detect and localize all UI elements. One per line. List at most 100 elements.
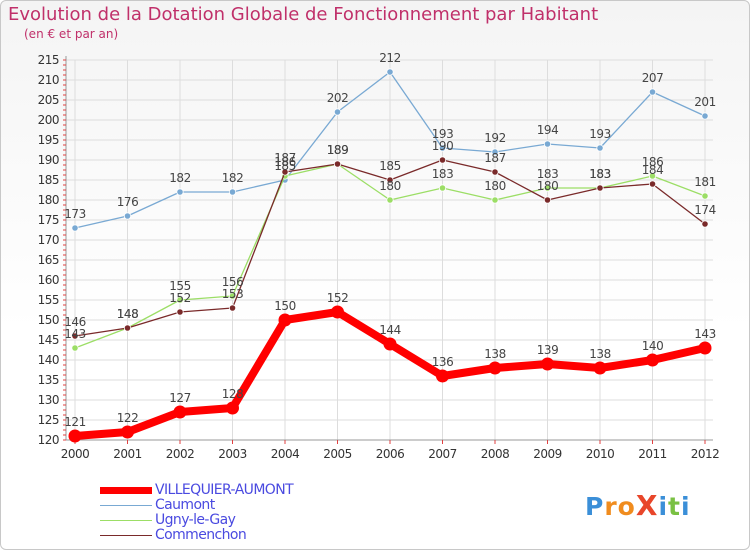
- x-tick-label: 2011: [638, 447, 667, 461]
- logo-letter: i: [680, 492, 691, 521]
- data-point-commenchon: [543, 196, 552, 204]
- data-label-commenchon: 187: [484, 151, 505, 165]
- x-tick-label: 2004: [271, 447, 300, 461]
- x-tick-label: 2005: [323, 447, 352, 461]
- legend-swatch-caumont: [100, 505, 152, 506]
- legend-swatch-commenchon: [100, 535, 152, 536]
- chart-subtitle: (en € et par an): [24, 27, 119, 41]
- data-label-caumont: 182: [169, 171, 190, 185]
- data-point-ugny: [701, 192, 709, 200]
- data-point-villequier: [646, 353, 659, 367]
- data-point-villequier: [436, 369, 449, 383]
- legend-item-ugny: Ugny-le-Gay: [100, 513, 340, 528]
- y-tick-label: 160: [38, 273, 59, 287]
- data-point-villequier: [173, 405, 187, 419]
- data-point-villequier: [331, 305, 344, 319]
- data-label-commenchon: 190: [432, 139, 453, 153]
- data-label-ugny: 180: [484, 179, 505, 193]
- data-label-caumont: 176: [117, 195, 138, 209]
- data-point-commenchon: [491, 168, 499, 176]
- y-tick-label: 165: [38, 253, 59, 267]
- data-label-commenchon: 152: [169, 291, 190, 305]
- y-tick-label: 135: [38, 373, 59, 387]
- x-tick-label: 2000: [61, 447, 90, 461]
- data-label-villequier: 139: [537, 343, 558, 357]
- data-label-caumont: 207: [642, 71, 663, 85]
- y-tick-label: 190: [38, 153, 59, 167]
- y-tick-label: 205: [38, 93, 59, 107]
- y-tick-label: 210: [38, 73, 59, 87]
- data-point-caumont: [543, 140, 552, 148]
- data-point-villequier: [593, 361, 607, 375]
- data-label-ugny: 186: [642, 155, 663, 169]
- data-point-caumont: [228, 188, 237, 196]
- y-tick-label: 125: [38, 413, 59, 427]
- data-label-caumont: 193: [589, 127, 610, 141]
- data-point-commenchon: [386, 176, 394, 184]
- data-point-villequier: [121, 425, 134, 439]
- data-point-caumont: [386, 68, 394, 76]
- data-point-caumont: [176, 188, 184, 196]
- data-label-villequier: 136: [432, 355, 453, 369]
- data-label-caumont: 185: [274, 159, 295, 173]
- x-tick-label: 2010: [586, 447, 615, 461]
- logo-letter: o: [617, 492, 636, 521]
- legend-swatch-ugny: [100, 520, 152, 521]
- data-label-caumont: 193: [432, 127, 453, 141]
- y-tick-label: 130: [38, 393, 59, 407]
- data-label-commenchon: 180: [537, 179, 558, 193]
- y-tick-label: 180: [38, 193, 59, 207]
- data-point-ugny: [176, 296, 184, 304]
- data-label-commenchon: 185: [379, 159, 400, 173]
- legend: VILLEQUIER-AUMONT Caumont Ugny-le-Gay Co…: [100, 483, 340, 543]
- y-tick-label: 200: [38, 113, 59, 127]
- y-tick-label: 120: [38, 433, 59, 447]
- data-label-caumont: 212: [379, 51, 400, 65]
- x-tick-label: 2012: [691, 447, 720, 461]
- data-label-caumont: 194: [537, 123, 558, 137]
- data-label-ugny: 148: [117, 307, 138, 321]
- data-point-commenchon: [281, 168, 289, 176]
- y-tick-label: 150: [38, 313, 59, 327]
- data-point-caumont: [71, 224, 79, 232]
- data-point-caumont: [701, 112, 709, 120]
- data-label-villequier: 143: [694, 327, 715, 341]
- legend-label-commenchon: Commenchon: [155, 527, 247, 543]
- data-label-caumont: 202: [327, 91, 348, 105]
- data-label-villequier: 150: [274, 299, 295, 313]
- data-label-villequier: 121: [64, 415, 85, 429]
- data-point-ugny: [648, 172, 657, 180]
- data-label-caumont: 192: [484, 131, 505, 145]
- data-label-ugny: 180: [379, 179, 400, 193]
- data-label-ugny: 186: [274, 155, 295, 169]
- data-label-commenchon: 184: [642, 163, 663, 177]
- legend-swatch-villequier: [100, 487, 152, 494]
- data-point-commenchon: [228, 304, 237, 312]
- x-tick-label: 2009: [533, 447, 562, 461]
- data-label-villequier: 128: [222, 387, 243, 401]
- x-tick-label: 2003: [218, 447, 247, 461]
- proxiti-logo: ProXiti: [585, 489, 691, 522]
- data-point-commenchon: [596, 184, 604, 192]
- x-tick-label: 2007: [428, 447, 457, 461]
- data-point-caumont: [648, 88, 657, 96]
- x-tick-label: 2006: [376, 447, 405, 461]
- data-point-commenchon: [176, 308, 184, 316]
- data-label-commenchon: 189: [327, 143, 348, 157]
- data-point-commenchon: [648, 180, 657, 188]
- data-label-ugny: 183: [537, 167, 558, 181]
- data-label-commenchon: 148: [117, 307, 138, 321]
- data-label-ugny: 143: [64, 327, 85, 341]
- data-label-caumont: 173: [64, 207, 85, 221]
- data-point-ugny: [228, 292, 237, 300]
- y-tick-label: 145: [38, 333, 59, 347]
- data-point-villequier: [383, 337, 397, 351]
- data-point-commenchon: [123, 324, 132, 332]
- data-point-ugny: [491, 196, 499, 204]
- data-label-ugny: 181: [694, 175, 715, 189]
- data-point-commenchon: [71, 332, 79, 340]
- data-point-caumont: [491, 148, 499, 156]
- logo-letter: t: [668, 492, 681, 521]
- legend-item-commenchon: Commenchon: [100, 528, 340, 543]
